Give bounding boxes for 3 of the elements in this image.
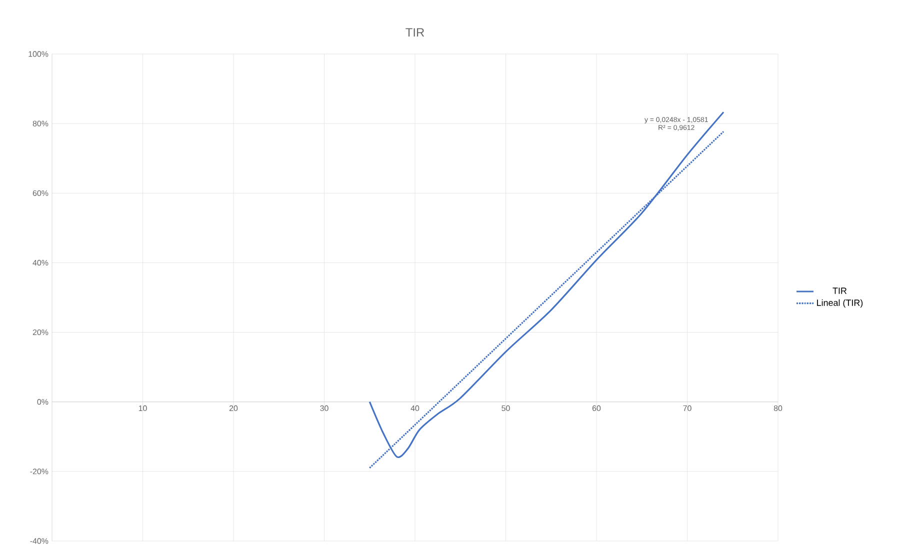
chart-title: TIR (406, 28, 424, 36)
legend-label: TIR (832, 288, 847, 294)
legend-label: Lineal (TIR) (817, 299, 863, 308)
